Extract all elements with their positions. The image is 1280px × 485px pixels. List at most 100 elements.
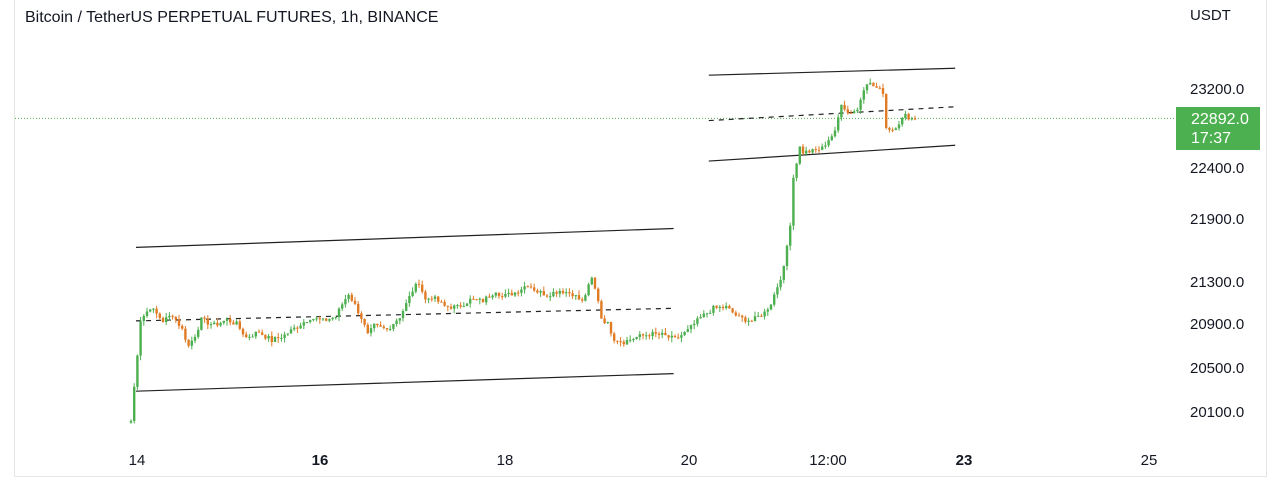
candle-body: [238, 321, 241, 329]
candle-body: [645, 335, 648, 337]
candle-body: [139, 321, 142, 356]
candle: [798, 146, 801, 166]
candle-body: [747, 320, 750, 322]
candle-body: [577, 295, 581, 300]
candle-body: [497, 292, 501, 297]
candle: [446, 305, 449, 312]
candle: [357, 300, 360, 316]
candle: [363, 318, 366, 328]
candle-body: [529, 286, 533, 288]
candle: [190, 336, 193, 350]
candle-body: [904, 113, 907, 118]
candle-body: [142, 315, 145, 322]
candle: [270, 331, 273, 347]
candle: [165, 312, 168, 326]
candle: [728, 304, 731, 309]
candle-body: [225, 318, 229, 321]
candle: [555, 290, 558, 297]
candle-body: [462, 306, 465, 308]
candle: [875, 82, 878, 88]
candle-body: [501, 296, 504, 298]
candle: [411, 287, 414, 298]
candle: [389, 325, 392, 331]
candle-body: [913, 118, 917, 120]
candle: [510, 289, 513, 296]
candle-body: [750, 320, 753, 322]
candle-body: [670, 335, 673, 338]
candle: [405, 299, 408, 312]
candle-body: [593, 277, 597, 289]
candle: [542, 286, 545, 296]
candle-body: [321, 318, 325, 320]
candle-body: [411, 291, 414, 297]
candle: [856, 107, 859, 114]
candle-body: [206, 318, 209, 325]
candle-body: [709, 312, 712, 314]
candle: [859, 97, 862, 114]
candle: [161, 316, 165, 323]
candle-body: [443, 301, 446, 306]
candle-body: [315, 318, 318, 320]
candle-body: [641, 334, 645, 336]
price-tick-label: 20100.0: [1190, 404, 1244, 421]
candle-body: [193, 336, 197, 341]
lower-channel: [135, 227, 674, 392]
time-tick-label: 25: [1141, 452, 1158, 469]
candle-body: [366, 324, 369, 334]
candle-body: [277, 337, 280, 339]
time-axis[interactable]: 14 16 18 20 12:00 23 25: [129, 452, 1158, 469]
candle: [667, 334, 670, 341]
candle: [536, 288, 539, 294]
candle-body: [203, 317, 206, 319]
candle-body: [600, 301, 603, 319]
candle: [478, 297, 481, 305]
candle-body: [661, 332, 664, 335]
candle: [776, 283, 779, 299]
candle-body: [398, 318, 401, 321]
lower-channel-upper-line: [135, 227, 674, 248]
time-tick-label: 14: [129, 452, 146, 469]
candle-body: [389, 328, 392, 330]
candle-body: [174, 316, 177, 320]
candle: [779, 276, 782, 291]
candle: [590, 276, 593, 286]
candle-body: [693, 323, 696, 326]
candle-body: [245, 334, 248, 338]
candle: [257, 329, 261, 333]
candle: [741, 314, 744, 322]
last-price-badge: 22892.0 17:37: [1176, 107, 1260, 150]
upper-channel-middle-line: [708, 106, 956, 122]
candle: [158, 312, 161, 320]
candle-body: [161, 317, 165, 323]
candle-body: [702, 313, 705, 318]
candle: [737, 312, 741, 317]
candle: [424, 289, 427, 304]
candle-body: [574, 295, 577, 297]
candle: [360, 311, 363, 324]
candle: [309, 319, 312, 324]
candle: [149, 309, 152, 313]
candle: [865, 84, 869, 95]
candle: [373, 322, 376, 332]
candle: [321, 318, 325, 322]
candle: [801, 143, 805, 156]
candle: [136, 354, 139, 390]
candle-body: [347, 294, 350, 300]
candle: [824, 141, 827, 149]
candle-body: [664, 332, 667, 336]
candle-body: [481, 298, 485, 303]
candle: [683, 331, 686, 337]
candle-body: [523, 286, 526, 290]
candle: [766, 307, 769, 316]
candle: [523, 281, 526, 294]
candle: [561, 288, 565, 295]
candle-body: [283, 334, 286, 338]
candle: [702, 310, 705, 318]
candle: [888, 126, 891, 133]
candle: [805, 146, 808, 157]
candle-body: [869, 82, 872, 85]
price-axis[interactable]: 23200.0 22400.0 21900.0 21300.0 20900.0 20500…: [1190, 81, 1244, 421]
candle-body: [597, 288, 600, 302]
candle-body: [677, 337, 680, 339]
